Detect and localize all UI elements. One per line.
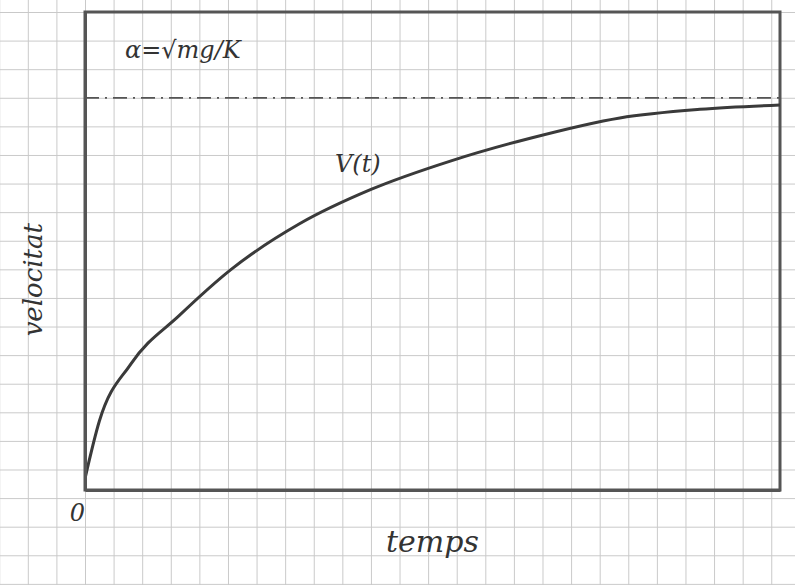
x-tick-label: 0: [70, 499, 85, 527]
y-axis: [85, 13, 86, 491]
y-axis-title: velocitat: [18, 222, 48, 336]
y-axis-line: [84, 13, 87, 491]
chart: V(t) 0 α=√mg/K velocitat temps: [0, 0, 795, 585]
x-axis: 0: [70, 490, 781, 527]
asymptote-line: [85, 97, 780, 99]
x-tick: 0: [70, 490, 86, 527]
asymptote-label: α=√mg/K: [125, 36, 243, 64]
marks: [85, 98, 780, 479]
plot-frame: [85, 12, 780, 490]
plot-area: V(t) 0 α=√mg/K: [70, 12, 781, 527]
series-line: [85, 105, 780, 479]
x-axis-line: [86, 489, 781, 492]
series-label: V(t): [335, 150, 381, 178]
x-axis-title: temps: [386, 524, 479, 559]
